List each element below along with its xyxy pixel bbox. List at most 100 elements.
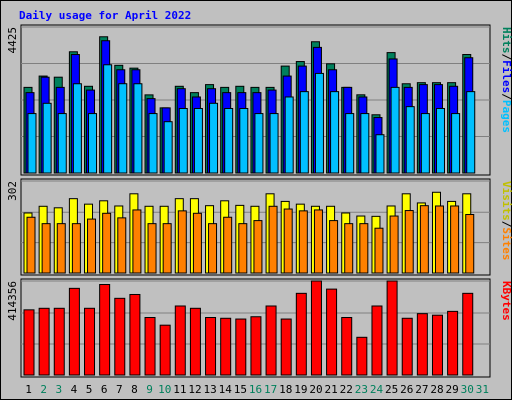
bar-sites-day-18 (283, 208, 293, 274)
bar-kbytes-day-12 (189, 307, 201, 376)
x-tick-label: 18 (279, 383, 292, 396)
bar-sites-day-10 (162, 223, 172, 274)
bar-kbytes-day-4 (68, 287, 80, 376)
bar-sites-day-11 (177, 210, 187, 274)
bar-kbytes-day-2 (38, 307, 50, 376)
bar-kbytes-day-13 (205, 317, 217, 376)
bar-sites-day-9 (147, 223, 157, 274)
bar-kbytes-day-3 (53, 307, 65, 376)
legend-entry: Pages (500, 100, 512, 133)
bar-kbytes-day-30 (462, 292, 474, 376)
x-tick-label: 29 (446, 383, 459, 396)
panel-hits: 4425 Hits/Files/Pages (6, 24, 512, 176)
panel-max-label: 302 (6, 181, 19, 201)
bar-pages-day-14 (224, 107, 234, 174)
bar-kbytes-day-21 (326, 288, 338, 376)
x-tick-label: 5 (86, 383, 93, 396)
bar-sites-day-2 (41, 223, 51, 274)
bar-kbytes-day-16 (250, 316, 262, 376)
bar-sites-day-19 (298, 210, 308, 274)
bar-pages-day-4 (72, 83, 82, 174)
bar-pages-day-1 (27, 113, 37, 174)
bar-sites-day-16 (253, 220, 263, 274)
panel-visits: 302 Visits/Sites (6, 178, 512, 276)
bar-pages-day-28 (435, 107, 445, 174)
bar-pages-day-2 (42, 102, 52, 174)
x-tick-label: 31 (476, 383, 489, 396)
bar-kbytes-day-26 (401, 317, 413, 376)
x-tick-label: 4 (71, 383, 78, 396)
legend-entry: Hits (500, 27, 512, 54)
bar-kbytes-day-14 (220, 317, 232, 376)
bar-sites-day-8 (132, 209, 142, 274)
bar-pages-day-3 (57, 113, 67, 174)
bar-kbytes-day-27 (416, 313, 428, 376)
bar-sites-day-4 (71, 223, 81, 274)
x-tick-label: 28 (430, 383, 443, 396)
bar-pages-day-7 (118, 83, 128, 174)
x-tick-label: 1 (25, 383, 32, 396)
bar-kbytes-day-23 (356, 336, 368, 376)
x-tick-label: 13 (203, 383, 216, 396)
x-tick-label: 17 (264, 383, 277, 396)
panel-legend: Hits/Files/Pages (500, 27, 512, 133)
x-tick-label: 19 (294, 383, 307, 396)
bar-pages-day-24 (375, 134, 385, 174)
x-tick-label: 22 (340, 383, 353, 396)
bar-pages-day-15 (239, 107, 249, 174)
x-tick-label: 7 (116, 383, 123, 396)
bar-pages-day-20 (314, 72, 324, 174)
bar-pages-day-26 (405, 106, 415, 174)
x-tick-label: 12 (188, 383, 201, 396)
legend-entry: / (500, 93, 512, 100)
bar-pages-day-29 (451, 113, 461, 174)
panel-max-label: 4425 (6, 27, 19, 54)
bar-sites-day-23 (359, 223, 369, 274)
x-tick-label: 14 (219, 383, 233, 396)
bar-pages-day-5 (88, 113, 98, 174)
x-tick-label: 26 (400, 383, 413, 396)
bar-sites-day-7 (117, 217, 127, 274)
bar-sites-day-13 (208, 223, 218, 274)
bar-sites-day-12 (192, 212, 202, 274)
bar-kbytes-day-18 (280, 318, 292, 376)
bar-pages-day-18 (284, 96, 294, 174)
x-tick-label: 21 (325, 383, 338, 396)
x-tick-label: 9 (146, 383, 153, 396)
bar-sites-day-20 (313, 209, 323, 274)
bar-pages-day-16 (254, 113, 264, 174)
bar-pages-day-6 (103, 64, 113, 174)
bar-sites-day-30 (465, 214, 475, 274)
bar-sites-day-29 (450, 205, 460, 274)
chart-title: Daily usage for April 2022 (19, 9, 191, 22)
bar-pages-day-27 (420, 113, 430, 174)
x-tick-label: 11 (173, 383, 186, 396)
x-tick-label: 8 (131, 383, 138, 396)
bar-sites-day-26 (404, 210, 414, 274)
bar-pages-day-13 (209, 102, 219, 174)
bar-pages-day-25 (390, 86, 400, 174)
bar-pages-day-19 (299, 91, 309, 174)
bar-pages-day-9 (148, 113, 158, 174)
x-tick-label: 24 (370, 383, 384, 396)
bar-pages-day-30 (466, 91, 476, 174)
x-tick-label: 6 (101, 383, 108, 396)
bar-sites-day-28 (434, 205, 444, 274)
x-tick-label: 25 (385, 383, 398, 396)
legend-entry: / (500, 54, 512, 61)
bar-kbytes-day-25 (386, 280, 398, 376)
bar-sites-day-24 (374, 227, 384, 274)
bar-kbytes-day-10 (159, 324, 171, 376)
bar-pages-day-8 (133, 83, 143, 174)
x-tick-label: 20 (309, 383, 322, 396)
bar-kbytes-day-8 (129, 293, 141, 376)
x-tick-label: 10 (158, 383, 171, 396)
panel-legend: Visits/Sites (500, 181, 512, 261)
bar-kbytes-day-11 (174, 305, 186, 376)
bar-kbytes-day-22 (341, 317, 353, 376)
legend-entry: KBytes (500, 281, 512, 321)
legend-entry: Sites (500, 227, 512, 260)
panel-legend: KBytes (500, 281, 512, 321)
bar-pages-day-21 (330, 91, 340, 174)
